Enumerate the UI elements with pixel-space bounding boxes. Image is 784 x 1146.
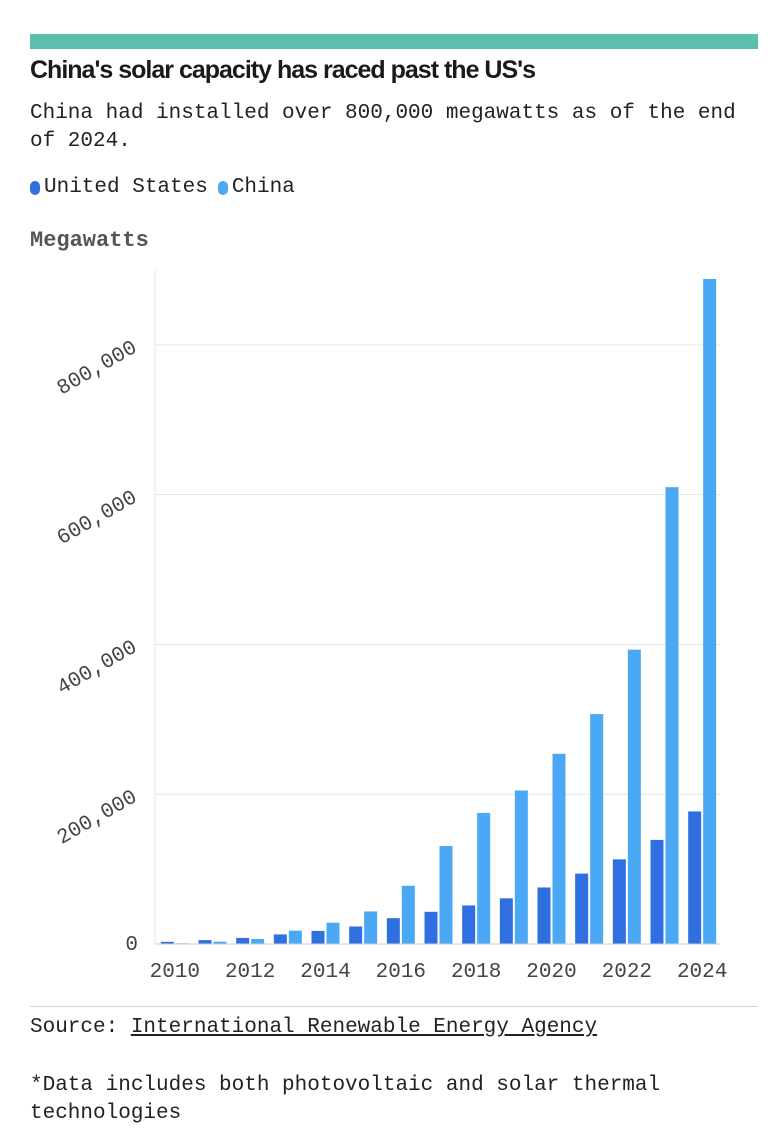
- y-tick-label-600000: 600,000: [54, 487, 142, 551]
- footer-divider: [30, 1006, 758, 1007]
- bar-us-2013: [273, 934, 287, 944]
- y-tick-label-200000: 200,000: [54, 786, 142, 850]
- bar-china-2012: [251, 938, 265, 944]
- bar-us-2014: [311, 930, 325, 944]
- y-tick-label-0: 0: [125, 934, 138, 957]
- bar-china-2014: [326, 922, 340, 944]
- source-line: Source: International Renewable Energy A…: [30, 1016, 597, 1039]
- x-tick-label-2016: 2016: [376, 961, 426, 984]
- bar-us-2021: [575, 873, 589, 944]
- data-note: *Data includes both photovoltaic and sol…: [30, 1074, 661, 1125]
- bar-china-2018: [477, 812, 491, 944]
- bar-us-2022: [612, 859, 626, 944]
- bar-china-2023: [665, 487, 679, 944]
- source-link[interactable]: International Renewable Energy Agency: [130, 1016, 598, 1039]
- x-tick-label-2020: 2020: [526, 961, 576, 984]
- bar-china-2017: [439, 846, 453, 944]
- legend-label-us: United States: [44, 176, 208, 199]
- bar-china-2021: [590, 714, 604, 944]
- bar-us-2012: [236, 937, 250, 944]
- bar-china-2024: [703, 278, 717, 944]
- bar-china-2022: [627, 649, 641, 944]
- bar-us-2018: [462, 905, 476, 944]
- bar-china-2016: [401, 885, 415, 944]
- bar-us-2023: [650, 839, 664, 944]
- accent-bar: [30, 34, 758, 49]
- legend-item-us: United States: [30, 176, 208, 199]
- x-tick-label-2010: 2010: [150, 961, 200, 984]
- bar-us-2019: [499, 898, 513, 944]
- x-tick-label-2024: 2024: [677, 961, 727, 984]
- legend-item-china: China: [217, 176, 295, 199]
- bar-china-2015: [364, 911, 378, 944]
- bar-us-2016: [386, 918, 400, 944]
- x-tick-label-2014: 2014: [300, 961, 350, 984]
- y-tick-label-400000: 400,000: [54, 637, 142, 701]
- legend-swatch-china: [217, 180, 228, 195]
- bar-china-2020: [552, 753, 566, 944]
- y-axis-unit-label: Megawatts: [30, 228, 149, 253]
- legend: United States China: [30, 176, 305, 199]
- x-tick-label-2018: 2018: [451, 961, 501, 984]
- chart-title: China's solar capacity has raced past th…: [30, 56, 536, 84]
- bar-us-2024: [688, 811, 702, 944]
- bar-us-2017: [424, 911, 438, 944]
- bar-us-2011: [198, 940, 212, 944]
- bar-chart: 0 200,000 400,000 600,000 800,000 2010 2012 201…: [54, 270, 727, 984]
- bar-us-2020: [537, 887, 551, 944]
- chart-subtitle: China had installed over 800,000 megawat…: [30, 102, 736, 153]
- bar-us-2015: [349, 926, 363, 944]
- bar-us-2010: [160, 941, 174, 944]
- bar-china-2011: [213, 941, 227, 944]
- source-prefix: Source:: [30, 1016, 131, 1039]
- legend-swatch-us: [30, 180, 40, 195]
- bar-china-2019: [514, 790, 528, 944]
- bar-china-2013: [288, 930, 302, 944]
- x-tick-label-2022: 2022: [602, 961, 652, 984]
- legend-label-china: China: [231, 176, 295, 199]
- x-tick-label-2012: 2012: [225, 961, 275, 984]
- y-tick-label-800000: 800,000: [54, 337, 142, 401]
